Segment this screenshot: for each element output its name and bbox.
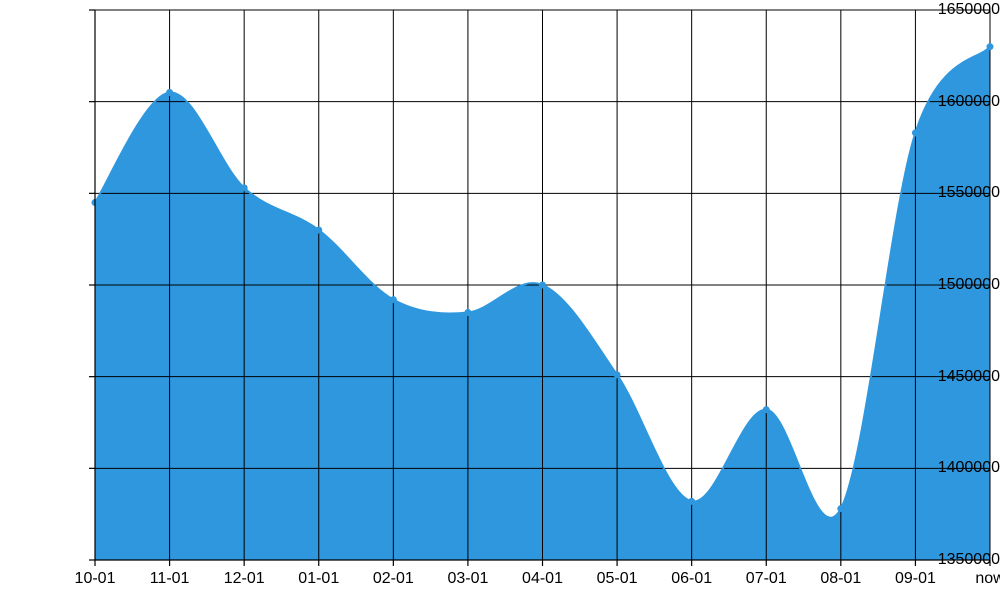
x-tick-label: now — [975, 570, 1000, 588]
data-point — [464, 309, 471, 316]
x-tick-label: 03-01 — [447, 570, 488, 588]
x-tick-label: 04-01 — [522, 570, 563, 588]
data-point — [614, 371, 621, 378]
data-point — [241, 184, 248, 191]
data-point — [166, 89, 173, 96]
x-tick-label: 09-01 — [895, 570, 936, 588]
x-tick-label: 11-01 — [150, 570, 190, 588]
data-point — [912, 129, 919, 136]
x-tick-label: 10-01 — [75, 570, 116, 588]
data-point — [688, 498, 695, 505]
data-point — [539, 282, 546, 289]
data-point — [315, 227, 322, 234]
area-chart: 1350000 1400000 1450000 1500000 1550000 16000… — [0, 0, 1000, 600]
y-tick-label: 1600000 — [917, 93, 1000, 111]
x-tick-label: 07-01 — [746, 570, 787, 588]
x-tick-label: 12-01 — [224, 570, 265, 588]
x-tick-label: 02-01 — [373, 570, 414, 588]
chart-svg — [0, 0, 1000, 600]
x-tick-label: 05-01 — [597, 570, 638, 588]
x-tick-label: 06-01 — [671, 570, 712, 588]
y-tick-label: 1650000 — [917, 1, 1000, 19]
y-tick-label: 1450000 — [917, 368, 1000, 386]
x-tick-label: 08-01 — [820, 570, 861, 588]
y-tick-label: 1400000 — [917, 459, 1000, 477]
data-point — [763, 406, 770, 413]
data-point — [987, 43, 994, 50]
y-tick-label: 1500000 — [917, 276, 1000, 294]
x-tick-label: 01-01 — [298, 570, 339, 588]
y-tick-label: 1550000 — [917, 184, 1000, 202]
y-tick-label: 1350000 — [917, 551, 1000, 569]
data-point — [837, 505, 844, 512]
data-point — [390, 296, 397, 303]
